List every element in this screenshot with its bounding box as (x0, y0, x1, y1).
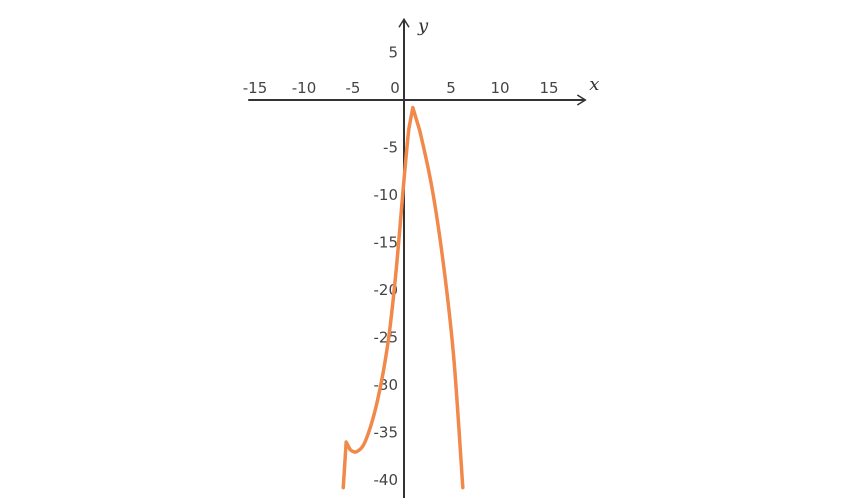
x-tick-label: -10 (292, 79, 317, 97)
axes (248, 17, 587, 498)
y-tick-label: -40 (374, 471, 399, 489)
x-axis-arrow-icon (576, 94, 587, 106)
x-tick-label: 5 (446, 79, 456, 97)
y-tick-label: -5 (383, 139, 398, 157)
y-axis-arrow-icon (398, 17, 410, 28)
y-tick-label: -25 (374, 329, 399, 347)
x-tick-label: 0 (390, 79, 400, 97)
x-tick-label: 10 (490, 79, 509, 97)
y-axis-label: y (417, 15, 429, 36)
y-tick-label: 5 (388, 44, 398, 62)
y-tick-label: -20 (374, 281, 399, 299)
tick-labels: -15 -10 -5 0 5 10 15 5 -5 -10 -15 -20 -25 -30 -35 -40 (243, 44, 559, 490)
y-tick-label: -15 (374, 234, 399, 252)
x-tick-label: -15 (243, 79, 268, 97)
x-tick-label: -5 (346, 79, 361, 97)
y-tick-label: -10 (374, 186, 399, 204)
series-line (341, 105, 465, 490)
y-tick-label: -30 (374, 376, 399, 394)
x-tick-label: 15 (539, 79, 558, 97)
y-tick-label: -35 (374, 424, 399, 442)
x-axis-label: x (589, 74, 599, 95)
